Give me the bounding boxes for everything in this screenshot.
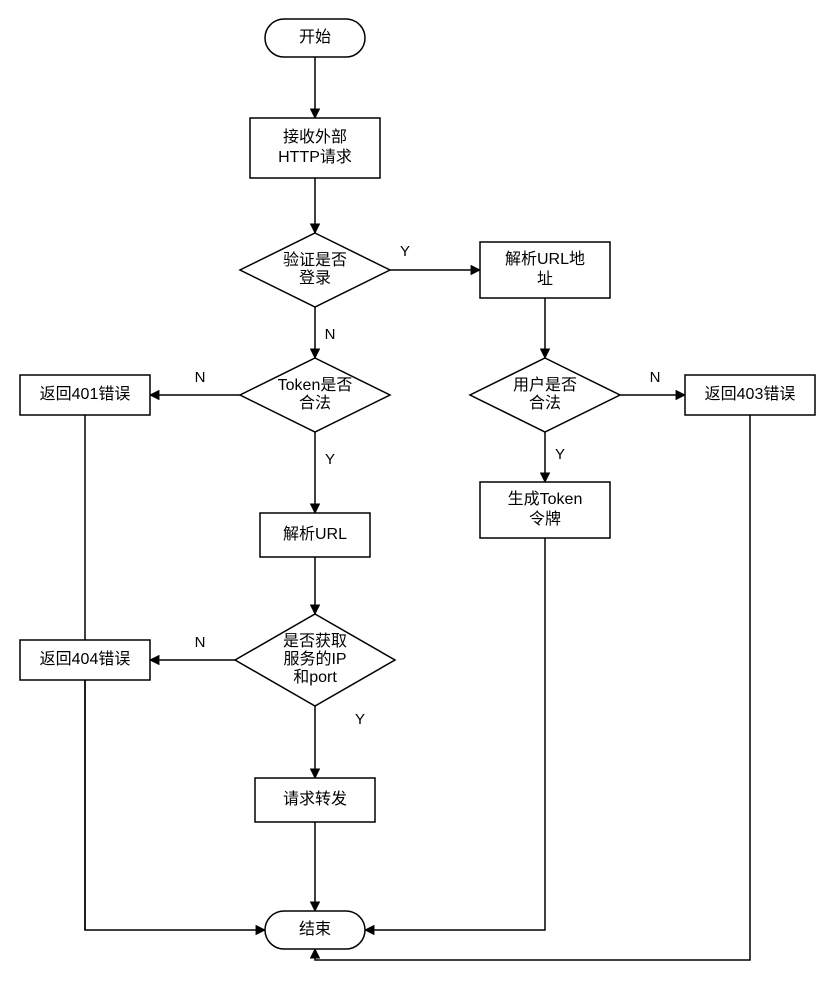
node-parse_url: 解析URL (260, 513, 370, 557)
edge-gen_token-end (365, 538, 545, 930)
svg-text:Token是否: Token是否 (278, 377, 353, 394)
node-parse_addr: 解析URL地址 (480, 242, 610, 298)
edge-label: Y (355, 711, 365, 728)
svg-text:返回401错误: 返回401错误 (40, 385, 131, 403)
svg-text:验证是否: 验证是否 (283, 251, 347, 269)
svg-text:合法: 合法 (299, 394, 331, 412)
nodes-layer: 开始接收外部HTTP请求验证是否登录解析URL地址Token是否合法用户是否合法… (20, 19, 815, 949)
edge-label: Y (555, 446, 565, 463)
edges-layer: Y N N Y N Y N Y (85, 57, 750, 960)
flowchart-canvas: YNNYNYNY 开始接收外部HTTP请求验证是否登录解析URL地址Token是… (0, 0, 828, 1000)
svg-text:HTTP请求: HTTP请求 (278, 148, 352, 166)
node-get_ip: 是否获取服务的IP和port (235, 614, 395, 706)
node-user_valid: 用户是否合法 (470, 358, 620, 432)
svg-text:址: 址 (537, 270, 553, 288)
svg-text:返回403错误: 返回403错误 (705, 385, 796, 403)
node-login: 验证是否登录 (240, 233, 390, 307)
edge-label: N (195, 369, 206, 386)
svg-text:解析URL地: 解析URL地 (505, 250, 585, 268)
svg-text:是否获取: 是否获取 (283, 632, 347, 650)
svg-text:令牌: 令牌 (529, 510, 561, 528)
svg-text:结束: 结束 (299, 920, 331, 938)
node-start: 开始 (265, 19, 365, 57)
node-err401: 返回401错误 (20, 375, 150, 415)
node-err404: 返回404错误 (20, 640, 150, 680)
node-recv: 接收外部 HTTP请求 (250, 118, 380, 178)
edge-label: N (325, 326, 336, 343)
node-forward: 请求转发 (255, 778, 375, 822)
edge-label: Y (400, 243, 410, 260)
svg-text:合法: 合法 (529, 394, 561, 412)
svg-text:服务的IP: 服务的IP (283, 650, 346, 668)
svg-text:登录: 登录 (299, 269, 331, 287)
node-token: Token是否合法 (240, 358, 390, 432)
svg-text:接收外部: 接收外部 (283, 128, 347, 146)
node-err403: 返回403错误 (685, 375, 815, 415)
svg-text:生成Token: 生成Token (508, 490, 583, 508)
svg-text:和port: 和port (293, 668, 337, 686)
svg-text:请求转发: 请求转发 (283, 790, 347, 808)
edge-label: N (195, 634, 206, 651)
svg-text:用户是否: 用户是否 (513, 376, 577, 394)
svg-text:返回404错误: 返回404错误 (40, 650, 131, 668)
edge-label: N (650, 369, 661, 386)
node-end: 结束 (265, 911, 365, 949)
node-gen_token: 生成Token 令牌 (480, 482, 610, 538)
svg-text:开始: 开始 (299, 28, 331, 46)
edge-label: Y (325, 451, 335, 468)
svg-text:解析URL: 解析URL (283, 525, 347, 543)
